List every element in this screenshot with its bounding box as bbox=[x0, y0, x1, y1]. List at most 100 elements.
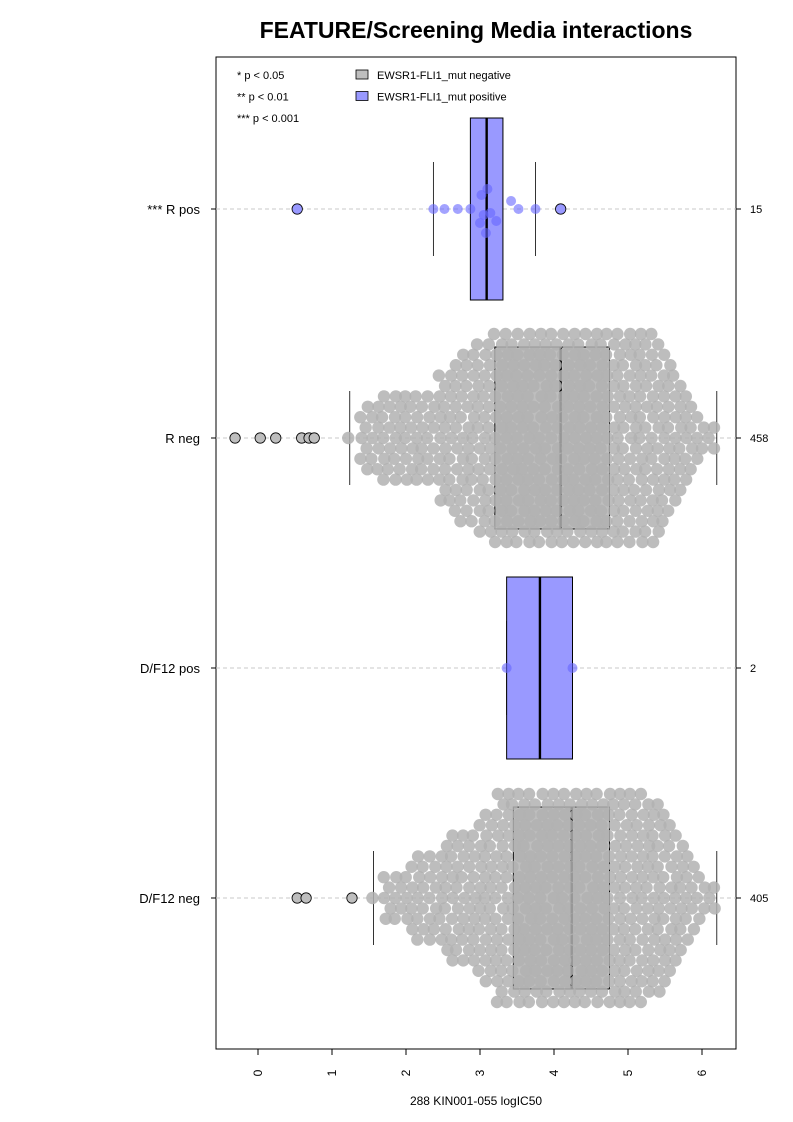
data-point bbox=[563, 985, 577, 998]
data-point bbox=[475, 860, 488, 873]
data-point bbox=[524, 515, 537, 528]
data-point bbox=[508, 943, 521, 957]
data-point bbox=[639, 421, 652, 434]
data-point bbox=[399, 452, 413, 465]
data-point bbox=[624, 348, 637, 361]
data-point bbox=[607, 525, 620, 538]
data-point bbox=[504, 421, 518, 434]
data-point bbox=[557, 473, 570, 486]
data-point bbox=[625, 871, 639, 884]
data-point bbox=[411, 933, 424, 946]
data-point bbox=[556, 891, 569, 905]
data-point bbox=[655, 494, 669, 507]
data-point bbox=[679, 473, 693, 486]
data-point bbox=[383, 400, 396, 413]
data-point bbox=[679, 891, 693, 905]
data-point bbox=[379, 912, 392, 925]
data-point bbox=[433, 912, 446, 925]
significance-legend-entry: * p < 0.05 bbox=[237, 70, 284, 82]
data-point bbox=[454, 411, 467, 424]
data-point bbox=[630, 463, 643, 476]
data-point bbox=[413, 871, 426, 884]
data-point bbox=[585, 902, 599, 915]
data-point bbox=[488, 431, 502, 445]
data-point bbox=[484, 943, 498, 957]
data-point bbox=[445, 431, 458, 445]
data-point bbox=[679, 912, 692, 925]
data-point bbox=[567, 473, 580, 486]
data-point bbox=[567, 494, 581, 507]
data-point bbox=[591, 995, 604, 1009]
data-point bbox=[663, 819, 676, 832]
data-point bbox=[619, 839, 633, 853]
data-point bbox=[529, 442, 543, 455]
data-point bbox=[551, 819, 564, 832]
data-point bbox=[685, 902, 699, 915]
data-point bbox=[567, 933, 580, 946]
data-point bbox=[506, 860, 519, 873]
data-point bbox=[545, 473, 559, 486]
data-point bbox=[355, 431, 368, 445]
data-point bbox=[647, 515, 660, 528]
data-point bbox=[674, 400, 687, 413]
data-point bbox=[568, 954, 581, 967]
data-point bbox=[599, 348, 613, 361]
data-point bbox=[398, 411, 412, 424]
data-point bbox=[513, 933, 526, 946]
data-point bbox=[613, 808, 626, 821]
data-point bbox=[574, 902, 587, 915]
data-point bbox=[553, 902, 566, 915]
data-point bbox=[591, 891, 604, 905]
data-point bbox=[584, 819, 597, 832]
data-point bbox=[521, 390, 534, 403]
data-point bbox=[411, 891, 424, 905]
grid-lines bbox=[216, 208, 736, 899]
data-point bbox=[661, 504, 675, 517]
data-point bbox=[596, 943, 609, 957]
data-point bbox=[597, 881, 610, 894]
data-point bbox=[647, 954, 660, 967]
data-point bbox=[650, 359, 663, 372]
data-point bbox=[684, 463, 697, 476]
data-point bbox=[690, 431, 704, 445]
data-point bbox=[377, 871, 390, 884]
data-point bbox=[624, 494, 637, 507]
data-point bbox=[651, 923, 664, 936]
data-point bbox=[483, 359, 497, 372]
data-point bbox=[551, 463, 565, 476]
data-point bbox=[440, 839, 454, 853]
data-point bbox=[510, 369, 523, 382]
data-point bbox=[544, 327, 558, 341]
data-point bbox=[616, 525, 629, 538]
data-point bbox=[493, 442, 507, 455]
data-point bbox=[462, 442, 475, 455]
data-point bbox=[383, 421, 396, 434]
data-point bbox=[567, 369, 581, 382]
data-point bbox=[673, 442, 686, 455]
data-point bbox=[342, 431, 355, 445]
data-point bbox=[697, 902, 711, 915]
data-point bbox=[389, 891, 402, 905]
data-point bbox=[534, 891, 547, 905]
data-point bbox=[528, 525, 541, 538]
data-point bbox=[669, 829, 682, 842]
data-point bbox=[500, 850, 513, 863]
data-point bbox=[533, 348, 547, 361]
data-point bbox=[389, 473, 402, 486]
data-point bbox=[517, 923, 531, 936]
data-point bbox=[517, 359, 531, 372]
data-point bbox=[514, 850, 527, 863]
data-point bbox=[495, 985, 508, 998]
data-point bbox=[513, 829, 526, 842]
data-point bbox=[685, 442, 699, 455]
data-point bbox=[377, 473, 390, 486]
data-point bbox=[506, 196, 517, 206]
data-point bbox=[523, 933, 536, 946]
data-point bbox=[505, 483, 518, 497]
data-point bbox=[416, 902, 429, 915]
data-point bbox=[658, 473, 671, 486]
data-point bbox=[595, 819, 608, 832]
data-point bbox=[495, 504, 508, 517]
data-point bbox=[557, 787, 571, 801]
